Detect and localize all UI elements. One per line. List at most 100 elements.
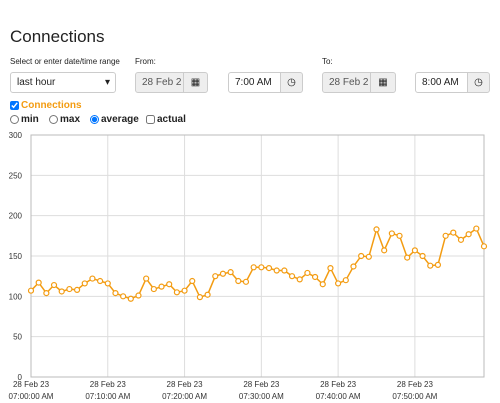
option-label: average — [101, 114, 139, 125]
data-point — [304, 269, 311, 277]
data-point — [350, 263, 357, 270]
data-point — [135, 292, 142, 299]
data-point — [250, 264, 257, 271]
from-label: From: — [135, 57, 156, 66]
data-point — [166, 281, 173, 288]
option-checkbox[interactable] — [146, 115, 155, 124]
data-point — [97, 277, 104, 285]
data-point — [35, 279, 42, 286]
option-label: min — [21, 114, 39, 125]
data-point — [227, 269, 234, 276]
data-point — [43, 290, 50, 297]
option-radio[interactable] — [90, 115, 99, 124]
data-point — [66, 285, 73, 293]
x-tick-label: 07:20:00 AM — [162, 392, 207, 401]
x-tick-label: 07:00:00 AM — [9, 392, 54, 401]
y-tick-label: 200 — [9, 212, 23, 221]
data-point — [58, 288, 65, 295]
data-point — [404, 254, 411, 261]
x-tick-label: 07:50:00 AM — [392, 392, 437, 401]
data-point — [143, 275, 150, 282]
data-point — [235, 277, 242, 285]
x-tick-label: 07:40:00 AM — [316, 392, 361, 401]
data-point — [388, 230, 395, 237]
data-point — [358, 252, 365, 260]
data-point — [411, 247, 418, 254]
x-tick-date: 28 Feb 23 — [167, 380, 204, 389]
plot-border — [30, 134, 485, 378]
to-label: To: — [322, 57, 333, 66]
caret: ▾ — [104, 77, 110, 88]
option-radio[interactable] — [49, 115, 58, 124]
from-clock-button[interactable]: ◷ — [280, 72, 303, 93]
data-point — [296, 276, 303, 283]
y-tick-label: 50 — [13, 333, 22, 342]
data-point — [319, 281, 326, 288]
to-clock-button[interactable]: ◷ — [467, 72, 490, 93]
data-point — [281, 267, 288, 274]
data-point — [434, 261, 442, 268]
data-point — [311, 273, 319, 281]
data-point — [265, 265, 273, 272]
chart: 0 50 100 150 200 250 300 28 Feb 23 07:00:00 AM 28… — [9, 131, 488, 401]
metric-checkbox[interactable] — [10, 101, 19, 110]
data-point — [204, 291, 211, 298]
option-label: actual — [157, 114, 186, 125]
data-point — [173, 289, 180, 296]
data-point — [219, 270, 227, 277]
to-time[interactable]: 8:00 AM — [415, 72, 468, 93]
series-line — [30, 226, 485, 300]
data-point — [442, 232, 449, 239]
data-point — [465, 231, 472, 238]
x-tick-date: 28 Feb 23 — [397, 380, 434, 389]
to-date[interactable]: 28 Feb 2 — [322, 72, 371, 93]
from-calendar-button[interactable]: ▦ — [183, 72, 208, 93]
data-point — [450, 229, 457, 236]
data-point — [396, 232, 403, 239]
data-point — [473, 225, 480, 232]
data-point — [457, 236, 465, 243]
data-point — [242, 278, 250, 285]
x-tick-date: 28 Feb 23 — [13, 380, 50, 389]
range-select[interactable]: last hour ▾ — [10, 72, 116, 93]
x-tick-label: 07:10:00 AM — [85, 392, 130, 401]
metric-option: Connections — [10, 100, 82, 111]
data-point — [189, 277, 196, 285]
x-tick-date: 28 Feb 23 — [90, 380, 127, 389]
data-point — [335, 280, 342, 287]
from-time[interactable]: 7:00 AM — [228, 72, 281, 93]
data-point — [158, 283, 165, 290]
data-point — [150, 285, 157, 293]
data-point — [381, 247, 388, 254]
x-tick-label: 07:30:00 AM — [239, 392, 284, 401]
option: min — [10, 114, 39, 125]
data-point — [373, 226, 380, 233]
data-point — [365, 253, 372, 260]
metric-label: Connections — [21, 100, 82, 111]
y-tick-label: 150 — [9, 252, 23, 261]
data-point — [81, 280, 88, 287]
page-title: Connections — [10, 27, 105, 46]
data-point — [427, 262, 434, 269]
data-point — [181, 287, 188, 294]
data-point — [127, 295, 134, 302]
option: actual — [146, 114, 186, 125]
option: average — [90, 114, 139, 125]
x-tick-date: 28 Feb 23 — [320, 380, 357, 389]
option-radio[interactable] — [10, 115, 19, 124]
data-point — [73, 286, 81, 293]
data-point — [419, 252, 426, 260]
from-date[interactable]: 28 Feb 2 — [135, 72, 184, 93]
data-point — [120, 293, 127, 300]
data-point — [327, 265, 334, 272]
option: max — [49, 114, 80, 125]
data-point — [27, 287, 35, 294]
y-tick-label: 250 — [9, 171, 23, 180]
to-calendar-button[interactable]: ▦ — [370, 72, 396, 93]
y-tick-label: 100 — [9, 292, 23, 301]
data-point — [89, 275, 96, 282]
y-tick-label: 0 — [18, 373, 23, 382]
option-label: max — [60, 114, 81, 125]
data-point — [258, 264, 265, 271]
